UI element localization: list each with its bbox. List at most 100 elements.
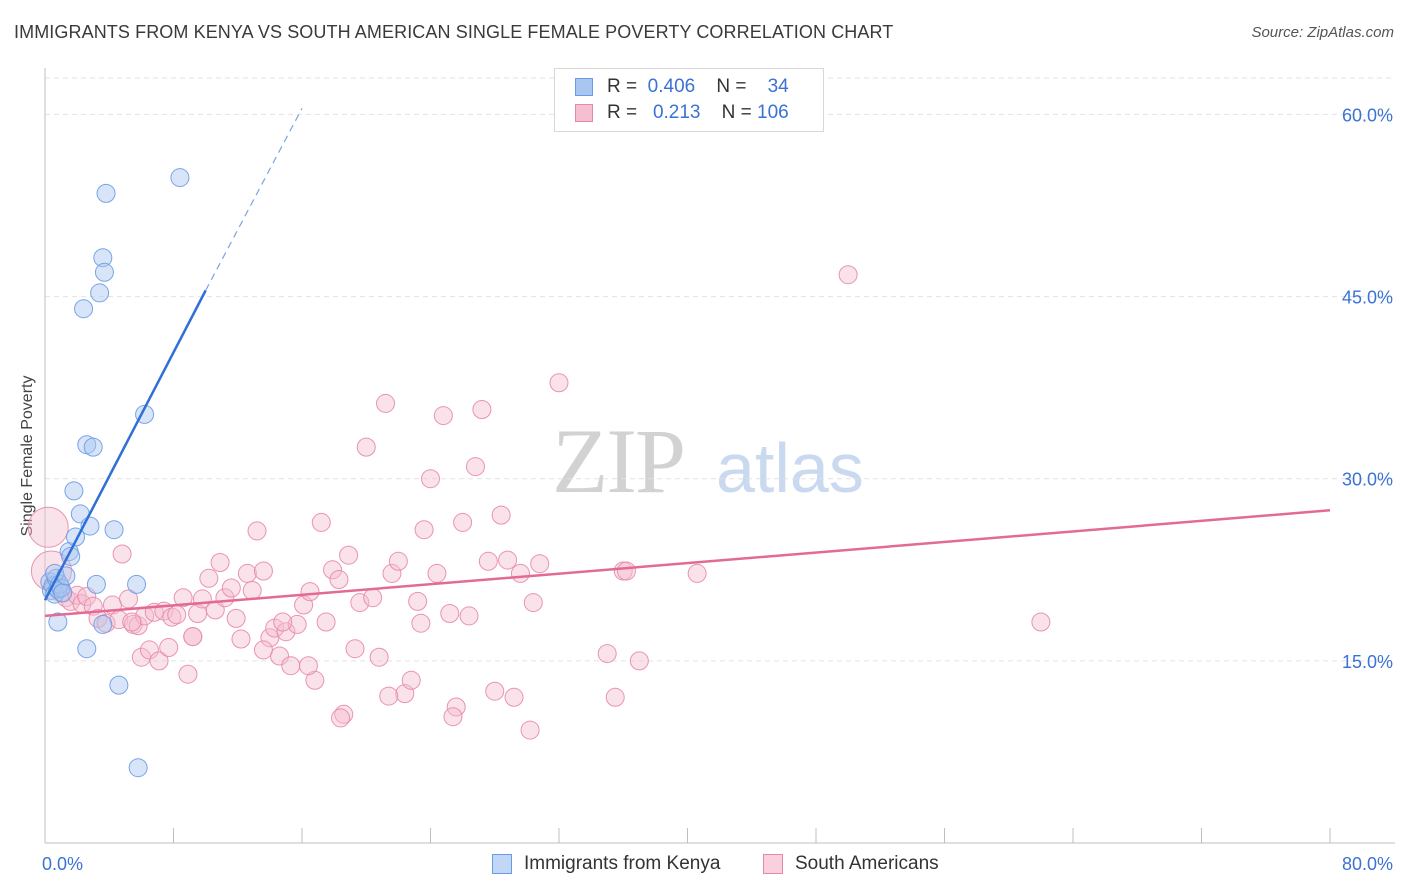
south-american-point: [139, 640, 159, 660]
south-american-point: [345, 639, 365, 659]
south-american-point: [221, 578, 241, 598]
legend-n-label: N =: [721, 102, 752, 123]
south-american-point: [253, 561, 273, 581]
legend-row-kenya: R = 0.406 N = 34: [575, 75, 789, 99]
south-american-point: [96, 613, 116, 633]
south-american-point: [440, 604, 460, 623]
legend-item-south-americans[interactable]: South Americans: [763, 852, 939, 876]
kenya-point: [64, 481, 84, 501]
legend-n-label: N =: [716, 76, 747, 97]
south-american-point: [298, 656, 318, 676]
south-american-point: [478, 551, 498, 571]
chart-title: IMMIGRANTS FROM KENYA VS SOUTH AMERICAN …: [14, 22, 894, 42]
south-american-point: [838, 265, 858, 285]
south-americans-trendline: [44, 509, 1331, 618]
kenya-point: [93, 248, 113, 268]
south-american-point: [273, 612, 293, 632]
legend-row-south-americans: R = 0.213 N = 106: [575, 101, 789, 125]
legend-n-value: 34: [767, 76, 789, 97]
south-american-point: [112, 544, 132, 564]
kenya-legend-icon: [492, 854, 512, 874]
south-american-point: [411, 613, 431, 633]
south-american-point: [339, 545, 359, 565]
legend-n-value: 106: [757, 102, 789, 123]
kenya-point: [53, 583, 73, 603]
south-american-point: [687, 563, 707, 583]
south-american-point: [498, 550, 518, 570]
south-american-point: [523, 593, 543, 613]
south-american-point: [334, 704, 354, 724]
legend-label: Immigrants from Kenya: [524, 853, 721, 874]
south-american-point: [530, 554, 550, 574]
kenya-point: [77, 639, 97, 659]
south-american-point: [356, 437, 376, 457]
south-american-point: [421, 469, 440, 489]
watermark-zip: ZIP: [552, 410, 684, 512]
kenya-point: [170, 168, 190, 188]
south-american-point: [382, 563, 402, 583]
kenya-point: [109, 675, 129, 695]
south-american-point: [329, 570, 349, 589]
kenya-point: [127, 574, 147, 594]
south-american-point: [616, 561, 636, 581]
south-american-point: [376, 393, 396, 413]
kenya-point: [96, 183, 116, 203]
south-american-point: [465, 457, 485, 477]
south-american-point: [1031, 612, 1051, 632]
south-american-point: [149, 651, 169, 671]
south-american-point: [433, 406, 453, 426]
kenya-point: [74, 299, 94, 319]
south-american-point: [237, 563, 257, 583]
south-american-point: [287, 614, 307, 634]
kenya-point: [48, 612, 68, 632]
south-american-point: [183, 627, 203, 647]
south-american-point: [323, 560, 343, 580]
south-americans-swatch-icon: [575, 104, 593, 122]
south-american-point: [510, 563, 530, 583]
south-american-point: [27, 506, 69, 548]
chart-source: Source: ZipAtlas.com: [1251, 24, 1394, 41]
kenya-point: [90, 283, 110, 303]
south-american-point: [311, 512, 331, 532]
south-american-point: [178, 664, 198, 684]
kenya-point: [94, 262, 114, 282]
legend-item-kenya[interactable]: Immigrants from Kenya: [492, 852, 720, 876]
legend-label: South Americans: [795, 853, 939, 874]
south-american-point: [414, 520, 434, 540]
y-tick-label: 45.0%: [1342, 288, 1393, 308]
south-american-point: [491, 505, 511, 525]
y-tick-label: 30.0%: [1342, 470, 1393, 490]
x-tick-label: 80.0%: [1342, 854, 1393, 874]
y-tick-label: 15.0%: [1342, 652, 1393, 672]
south-american-point: [350, 593, 370, 613]
kenya-point: [83, 437, 103, 457]
south-american-point: [162, 607, 182, 627]
kenya-point: [104, 520, 124, 540]
legend-r-value: 0.213: [652, 102, 701, 123]
south-american-point: [472, 400, 492, 419]
south-american-point: [629, 651, 649, 671]
y-tick-label: 60.0%: [1342, 105, 1393, 125]
south-american-point: [199, 568, 219, 588]
kenya-point: [128, 758, 148, 778]
south-american-point: [379, 686, 399, 706]
south-american-point: [128, 616, 148, 636]
kenya-swatch-icon: [575, 78, 593, 96]
south-american-point: [485, 681, 505, 701]
south-american-point: [605, 687, 625, 707]
kenya-trendline: [43, 289, 207, 601]
south-american-point: [316, 612, 336, 632]
south-american-point: [231, 629, 251, 649]
south-american-point: [459, 606, 479, 626]
south-american-point: [401, 670, 421, 690]
south-american-point: [281, 656, 301, 676]
south-american-point: [253, 640, 273, 660]
south-american-point: [363, 588, 383, 608]
x-tick-label: 0.0%: [42, 854, 83, 874]
watermark-atlas: atlas: [716, 429, 864, 507]
legend-r-label: R =: [607, 76, 638, 97]
south-american-point: [520, 720, 540, 740]
kenya-point: [86, 574, 106, 594]
south-american-point: [300, 582, 320, 602]
